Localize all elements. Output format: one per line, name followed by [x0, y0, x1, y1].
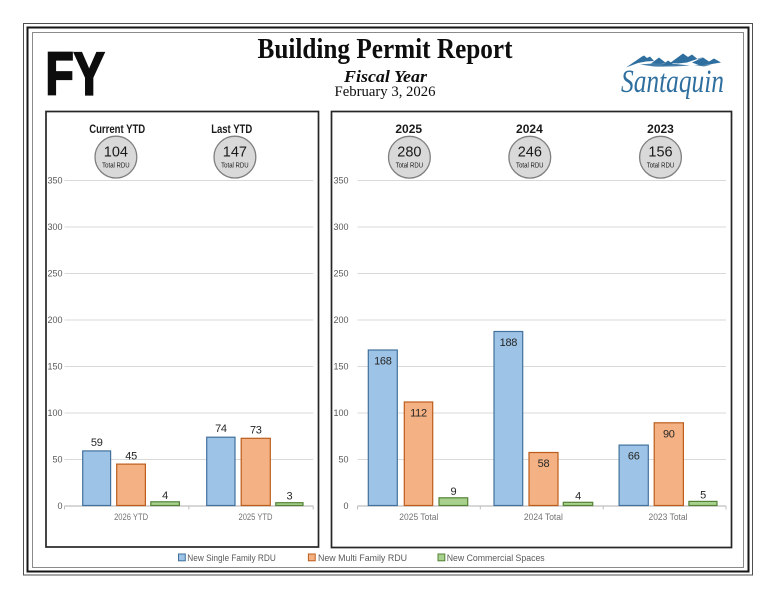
svg-text:New Multi Family RDU: New Multi Family RDU — [318, 553, 407, 564]
svg-text:Last YTD: Last YTD — [211, 122, 252, 136]
svg-text:FY: FY — [46, 42, 105, 108]
svg-text:45: 45 — [125, 451, 137, 463]
svg-text:0: 0 — [57, 501, 62, 511]
svg-text:168: 168 — [374, 356, 392, 368]
svg-text:66: 66 — [628, 451, 640, 463]
svg-text:74: 74 — [215, 423, 227, 435]
svg-text:9: 9 — [450, 486, 456, 498]
svg-text:156: 156 — [648, 145, 672, 161]
svg-text:147: 147 — [223, 145, 247, 161]
svg-text:4: 4 — [162, 490, 168, 502]
svg-text:2023: 2023 — [647, 122, 674, 136]
svg-text:350: 350 — [47, 176, 62, 186]
svg-text:4: 4 — [575, 490, 581, 502]
svg-text:2024 Total: 2024 Total — [524, 512, 563, 523]
svg-text:Building Permit Report: Building Permit Report — [258, 34, 514, 65]
svg-text:200: 200 — [47, 315, 62, 325]
svg-text:300: 300 — [333, 222, 348, 232]
svg-text:New Single Family RDU: New Single Family RDU — [187, 553, 276, 564]
svg-text:100: 100 — [47, 408, 62, 418]
svg-text:2023 Total: 2023 Total — [649, 512, 688, 523]
svg-text:350: 350 — [333, 176, 348, 186]
svg-text:112: 112 — [410, 408, 427, 420]
svg-text:300: 300 — [47, 222, 62, 232]
svg-text:Santaquin: Santaquin — [621, 64, 724, 100]
svg-text:150: 150 — [333, 362, 348, 372]
svg-text:5: 5 — [700, 489, 706, 501]
svg-text:2025 Total: 2025 Total — [399, 512, 438, 523]
svg-text:188: 188 — [500, 337, 518, 349]
svg-text:246: 246 — [518, 145, 542, 161]
svg-text:2024: 2024 — [516, 122, 543, 136]
svg-text:73: 73 — [250, 424, 262, 436]
svg-text:59: 59 — [91, 437, 103, 449]
svg-text:2026 YTD: 2026 YTD — [114, 512, 148, 523]
svg-text:Total RDU: Total RDU — [647, 162, 675, 169]
svg-text:0: 0 — [343, 501, 348, 511]
svg-text:100: 100 — [333, 408, 348, 418]
svg-text:February 3, 2026: February 3, 2026 — [335, 84, 436, 100]
svg-text:Total RDU: Total RDU — [102, 162, 130, 169]
svg-text:3: 3 — [286, 491, 292, 503]
svg-text:2025 YTD: 2025 YTD — [239, 512, 273, 523]
svg-text:New Commercial Spaces: New Commercial Spaces — [447, 553, 545, 564]
svg-text:Fiscal Year: Fiscal Year — [343, 67, 427, 86]
svg-text:104: 104 — [104, 145, 128, 161]
svg-text:280: 280 — [397, 145, 421, 161]
svg-text:Total RDU: Total RDU — [516, 162, 544, 169]
svg-text:200: 200 — [333, 315, 348, 325]
svg-text:50: 50 — [52, 455, 62, 465]
svg-text:90: 90 — [663, 428, 675, 440]
svg-text:50: 50 — [338, 455, 348, 465]
svg-text:Total RDU: Total RDU — [396, 162, 424, 169]
svg-text:58: 58 — [538, 458, 550, 470]
svg-text:250: 250 — [47, 269, 62, 279]
svg-text:150: 150 — [47, 362, 62, 372]
svg-text:Total RDU: Total RDU — [221, 162, 249, 169]
svg-text:Current YTD: Current YTD — [89, 122, 145, 136]
svg-text:250: 250 — [333, 269, 348, 279]
svg-text:2025: 2025 — [395, 122, 422, 136]
